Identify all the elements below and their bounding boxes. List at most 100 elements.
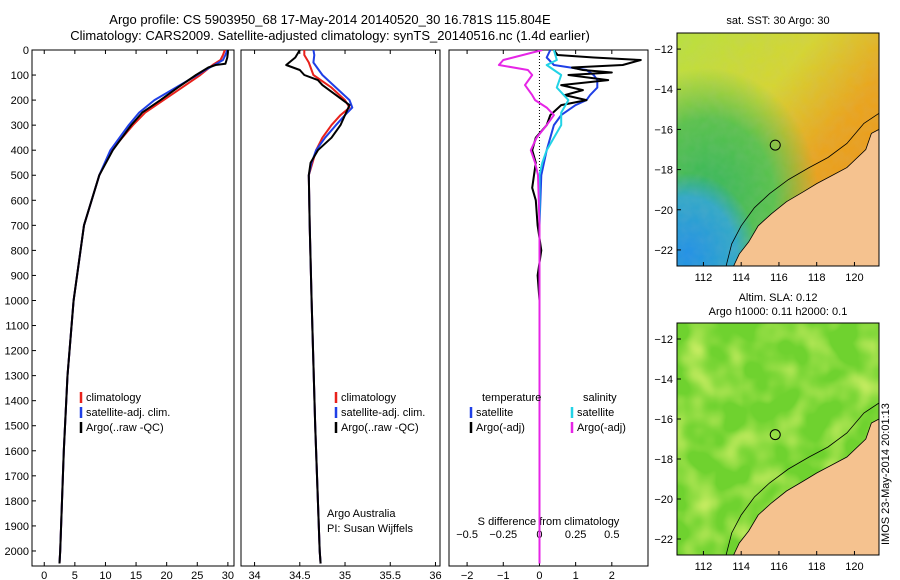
s-tick-label: −0.25 <box>489 529 517 541</box>
difference-panel: −2−1012T difference from climatologyS di… <box>448 49 649 580</box>
x-tick-label: 2 <box>609 570 615 580</box>
argo-position-marker <box>769 429 781 441</box>
legend-label: satellite <box>577 407 614 419</box>
x-tick-label: 114 <box>732 272 750 284</box>
y-tick-label: 500 <box>11 170 29 182</box>
y-tick-label: 0 <box>23 45 29 57</box>
sla-map: 112 114 116 118 120 −12 −14 −16 −18 −20 −22 Altim. … <box>654 292 880 573</box>
salinity-panel-series <box>285 50 354 564</box>
x-tick-label: 5 <box>72 570 78 580</box>
y-tick-label: −16 <box>654 124 673 136</box>
temperature-panel-series <box>58 50 229 564</box>
argo-position-marker <box>769 139 781 151</box>
series-line-salinity-argo-adj- <box>497 50 555 564</box>
map-title: sat. SST: 30 Argo: 30 <box>726 15 829 27</box>
y-tick-label: −20 <box>654 205 673 217</box>
y-tick-label: −12 <box>654 44 673 56</box>
sla-map-frame <box>676 322 880 556</box>
y-tick-label: 400 <box>11 145 29 157</box>
y-tick-label: 1200 <box>5 346 29 358</box>
legend-label: satellite <box>476 407 513 419</box>
y-tick-label: −16 <box>654 414 673 426</box>
coastline <box>733 418 879 555</box>
x-tick-label: 15 <box>130 570 142 580</box>
y-tick-label: −12 <box>654 334 673 346</box>
series-line-argo-raw-qc- <box>285 50 351 564</box>
x-tick-label: 120 <box>845 272 863 284</box>
temperature-panel-frame <box>31 49 235 567</box>
figure-title-line1: Argo profile: CS 5903950_68 17-May-2014 … <box>109 12 551 27</box>
map-title-line1: Altim. SLA: 0.12 <box>739 292 818 304</box>
y-tick-label: −18 <box>654 454 673 466</box>
y-tick-label: 1400 <box>5 396 29 408</box>
x-tick-label: 120 <box>845 561 863 573</box>
series-line-argo-raw-qc- <box>58 50 229 564</box>
x-tick-label: 1 <box>573 570 579 580</box>
sst-map-field <box>677 33 879 266</box>
y-tick-label: 1800 <box>5 496 29 508</box>
difference-panel-series <box>497 50 642 564</box>
isobath-line <box>725 112 879 266</box>
legend-label: satellite-adj. clim. <box>341 407 425 419</box>
s-tick-label: 0.25 <box>565 529 586 541</box>
y-tick-label: 2000 <box>5 546 29 558</box>
y-tick-label: 1300 <box>5 371 29 383</box>
x-tick-label: 118 <box>808 272 826 284</box>
y-tick-label: 900 <box>11 270 29 282</box>
legend-label: climatology <box>86 392 142 404</box>
figure-title-line2: Climatology: CARS2009. Satellite-adjuste… <box>70 28 590 43</box>
y-tick-label: −20 <box>654 494 673 506</box>
y-tick-label: 1900 <box>5 521 29 533</box>
x-tick-label: −2 <box>461 570 474 580</box>
s-tick-label: −0.5 <box>456 529 478 541</box>
y-tick-label: −14 <box>654 374 673 386</box>
isobath-line <box>725 402 879 555</box>
x-tick-label: −1 <box>497 570 510 580</box>
annotation-line2: PI: Susan Wijffels <box>327 523 413 535</box>
x-tick-label: 36 <box>429 570 441 580</box>
x-tick-label: 34.5 <box>289 570 310 580</box>
x-tick-label: 30 <box>222 570 234 580</box>
x-tick-label: 35 <box>339 570 351 580</box>
x-tick-label: 112 <box>695 272 713 284</box>
temperature-panel: 051015202530temperature (deg C)010020030… <box>5 45 235 580</box>
legend-label: temperature <box>482 392 541 404</box>
x-tick-label: 116 <box>770 561 788 573</box>
y-tick-label: −14 <box>654 84 673 96</box>
land-mass <box>733 129 879 266</box>
y-tick-label: 300 <box>11 120 29 132</box>
x-tick-label: 0 <box>41 570 47 580</box>
sst-map-frame <box>676 32 880 267</box>
y-tick-label: 100 <box>11 70 29 82</box>
salinity-panel: 3434.53535.536salinityclimatologysatelli… <box>240 49 442 580</box>
x-tick-label: 25 <box>191 570 203 580</box>
y-tick-label: 700 <box>11 220 29 232</box>
y-tick-label: 1600 <box>5 446 29 458</box>
x-tick-label: 116 <box>770 272 788 284</box>
y-tick-label: 1000 <box>5 295 29 307</box>
land-mass <box>733 419 879 555</box>
s-difference-label: S difference from climatology <box>478 516 620 528</box>
y-tick-label: −22 <box>654 245 673 257</box>
y-tick-label: 200 <box>11 95 29 107</box>
x-tick-label: 114 <box>732 561 750 573</box>
y-tick-label: 800 <box>11 245 29 257</box>
x-tick-label: 20 <box>161 570 173 580</box>
y-tick-label: −22 <box>654 534 673 546</box>
legend-label: salinity <box>583 392 617 404</box>
salinity-panel-frame <box>240 49 441 567</box>
y-tick-label: 1100 <box>5 321 29 333</box>
coastline <box>733 129 879 266</box>
y-tick-label: 1700 <box>5 471 29 483</box>
x-tick-label: 10 <box>99 570 111 580</box>
difference-panel-frame <box>448 49 649 567</box>
sla-map-field <box>677 323 879 555</box>
legend-label: Argo(-adj) <box>577 422 626 434</box>
s-tick-label: 0.5 <box>604 529 619 541</box>
y-tick-label: 1500 <box>5 421 29 433</box>
x-tick-label: 35.5 <box>380 570 401 580</box>
x-tick-label: 118 <box>808 561 826 573</box>
series-line-temperature-argo-adj- <box>531 50 642 564</box>
x-tick-label: 34 <box>248 570 260 580</box>
